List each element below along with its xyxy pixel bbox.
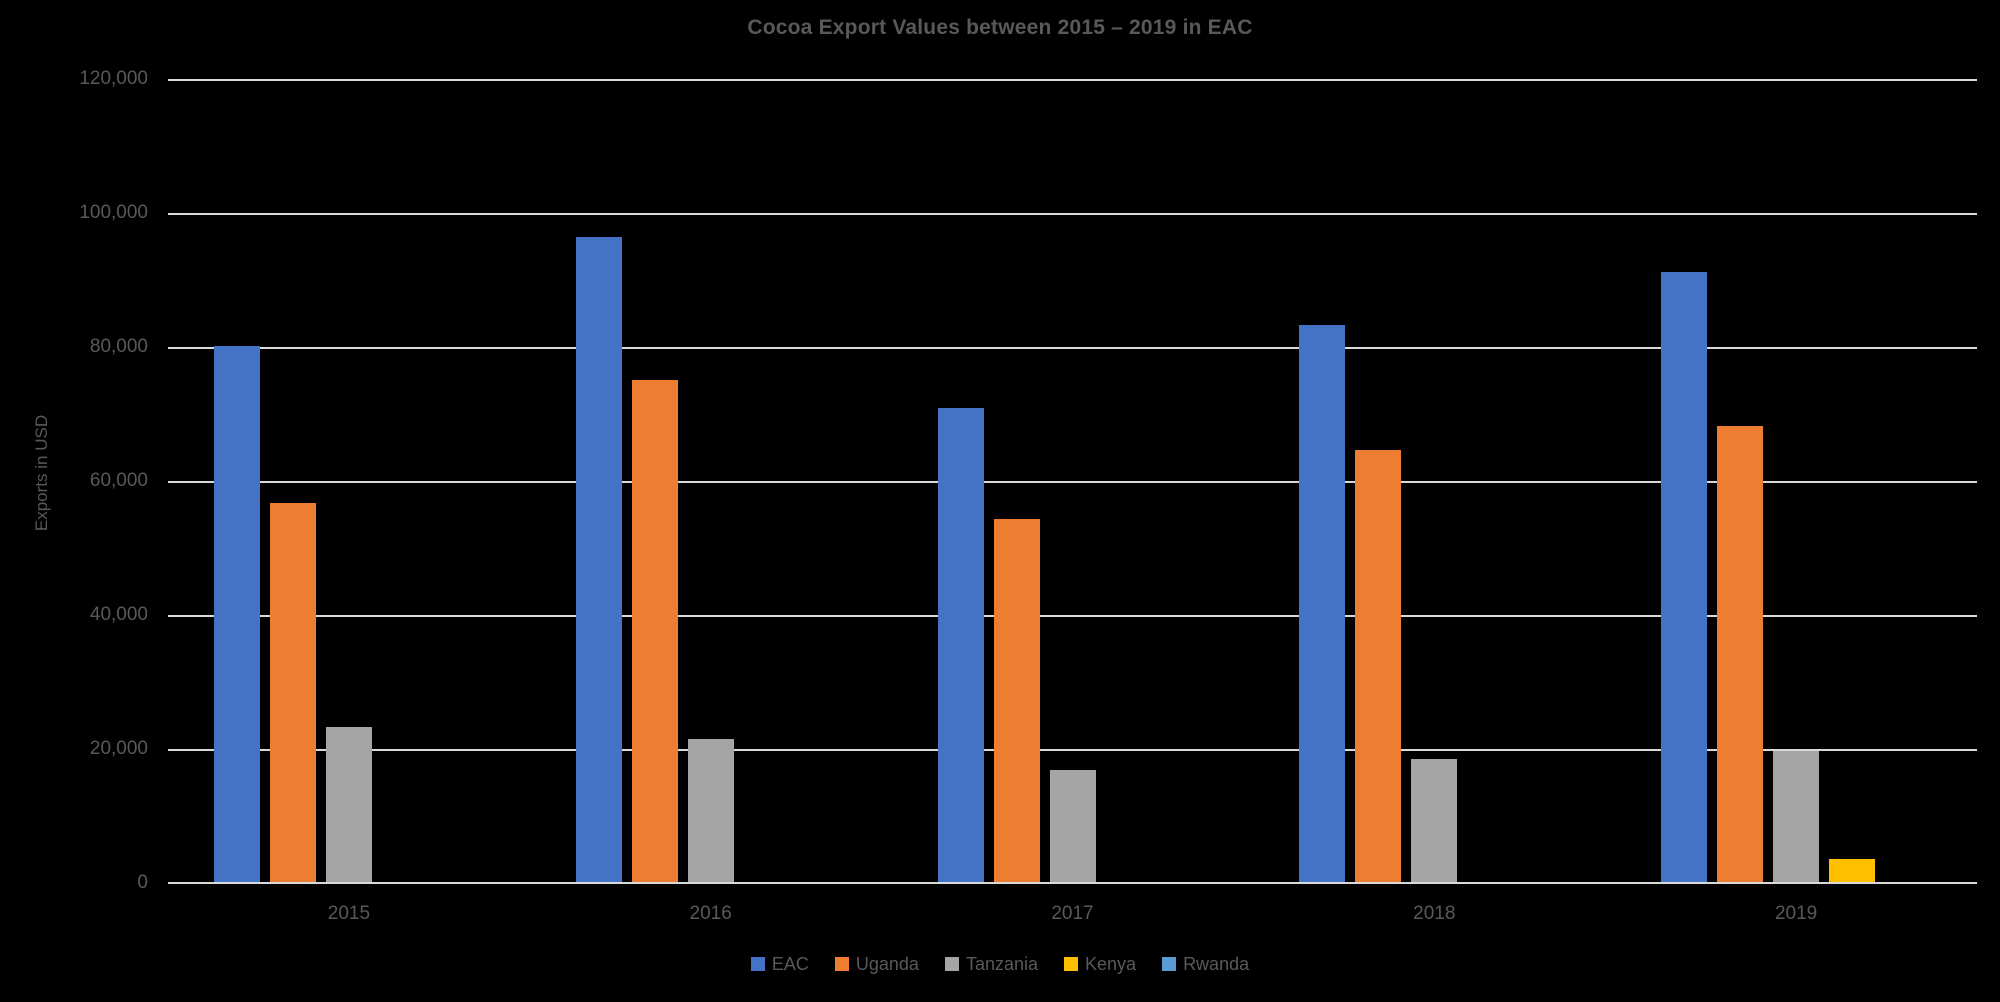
bar-uganda-2015 xyxy=(269,502,316,882)
bar-eac-2018 xyxy=(1299,325,1346,882)
legend-swatch-uganda xyxy=(834,957,849,971)
legend-swatch-eac xyxy=(750,957,765,971)
chart-title: Cocoa Export Values between 2015 – 2019 … xyxy=(747,16,1253,39)
bar-tanzania-2016 xyxy=(687,739,734,882)
bar-eac-2015 xyxy=(213,346,260,882)
bar-eac-2019 xyxy=(1661,272,1708,882)
legend-item-rwanda: Rwanda xyxy=(1162,954,1249,975)
bar-eac-2017 xyxy=(937,407,984,882)
x-axis-label-2017: 2017 xyxy=(1051,903,1094,924)
legend-swatch-tanzania xyxy=(944,957,959,971)
bar-uganda-2016 xyxy=(631,379,678,882)
legend-label-rwanda: Rwanda xyxy=(1183,953,1250,974)
gridline-120,000 xyxy=(168,79,1977,81)
y-tick-label-60,000: 60,000 xyxy=(89,470,148,491)
x-axis-label-2018: 2018 xyxy=(1413,903,1456,924)
legend-label-tanzania: Tanzania xyxy=(965,953,1039,974)
gridline-20,000 xyxy=(168,749,1977,751)
y-tick-label-120,000: 120,000 xyxy=(79,68,148,89)
x-axis-label-2019: 2019 xyxy=(1774,903,1818,924)
legend-item-eac: EAC xyxy=(750,953,809,975)
legend-item-kenya: Kenya xyxy=(1064,954,1136,975)
x-axis-label-2015: 2015 xyxy=(327,903,371,924)
legend-label-uganda: Uganda xyxy=(855,953,919,974)
gridline-80,000 xyxy=(168,347,1977,349)
bar-tanzania-2018 xyxy=(1411,759,1458,882)
legend-swatch-kenya xyxy=(1064,957,1079,971)
legend-label-eac: EAC xyxy=(771,953,809,974)
legend-item-uganda: Uganda xyxy=(834,953,919,975)
y-tick-label-100,000: 100,000 xyxy=(79,202,148,223)
bar-tanzania-2017 xyxy=(1049,770,1096,882)
bar-tanzania-2015 xyxy=(325,727,372,882)
x-axis-label-2016: 2016 xyxy=(689,903,732,924)
gridline-60,000 xyxy=(168,481,1977,483)
y-axis-tick-labels: 0 20,000 40,000 60,000 80,000 100,000 120,000 xyxy=(0,0,148,1002)
legend: EAC Uganda Tanzania Kenya Rwanda xyxy=(0,949,2000,979)
bar-tanzania-2019 xyxy=(1773,751,1820,882)
legend-swatch-rwanda xyxy=(1162,957,1177,971)
bar-uganda-2017 xyxy=(993,518,1040,882)
bar-eac-2016 xyxy=(575,237,622,882)
bar-uganda-2018 xyxy=(1355,449,1402,882)
y-tick-label-0: 0 xyxy=(137,872,148,893)
y-tick-label-80,000: 80,000 xyxy=(89,336,148,357)
gridline-40,000 xyxy=(168,615,1977,617)
y-tick-label-40,000: 40,000 xyxy=(89,604,148,625)
gridline-100,000 xyxy=(168,213,1977,215)
y-tick-label-20,000: 20,000 xyxy=(89,738,148,759)
bar-kenya-2019 xyxy=(1829,858,1876,882)
legend-item-tanzania: Tanzania xyxy=(944,953,1039,975)
legend-label-kenya: Kenya xyxy=(1085,953,1137,974)
plot-area xyxy=(168,79,1977,884)
x-axis-line xyxy=(168,882,1977,884)
bar-uganda-2019 xyxy=(1717,426,1764,882)
x-axis-labels: 2015 2016 2017 2018 2019 xyxy=(168,903,1977,931)
